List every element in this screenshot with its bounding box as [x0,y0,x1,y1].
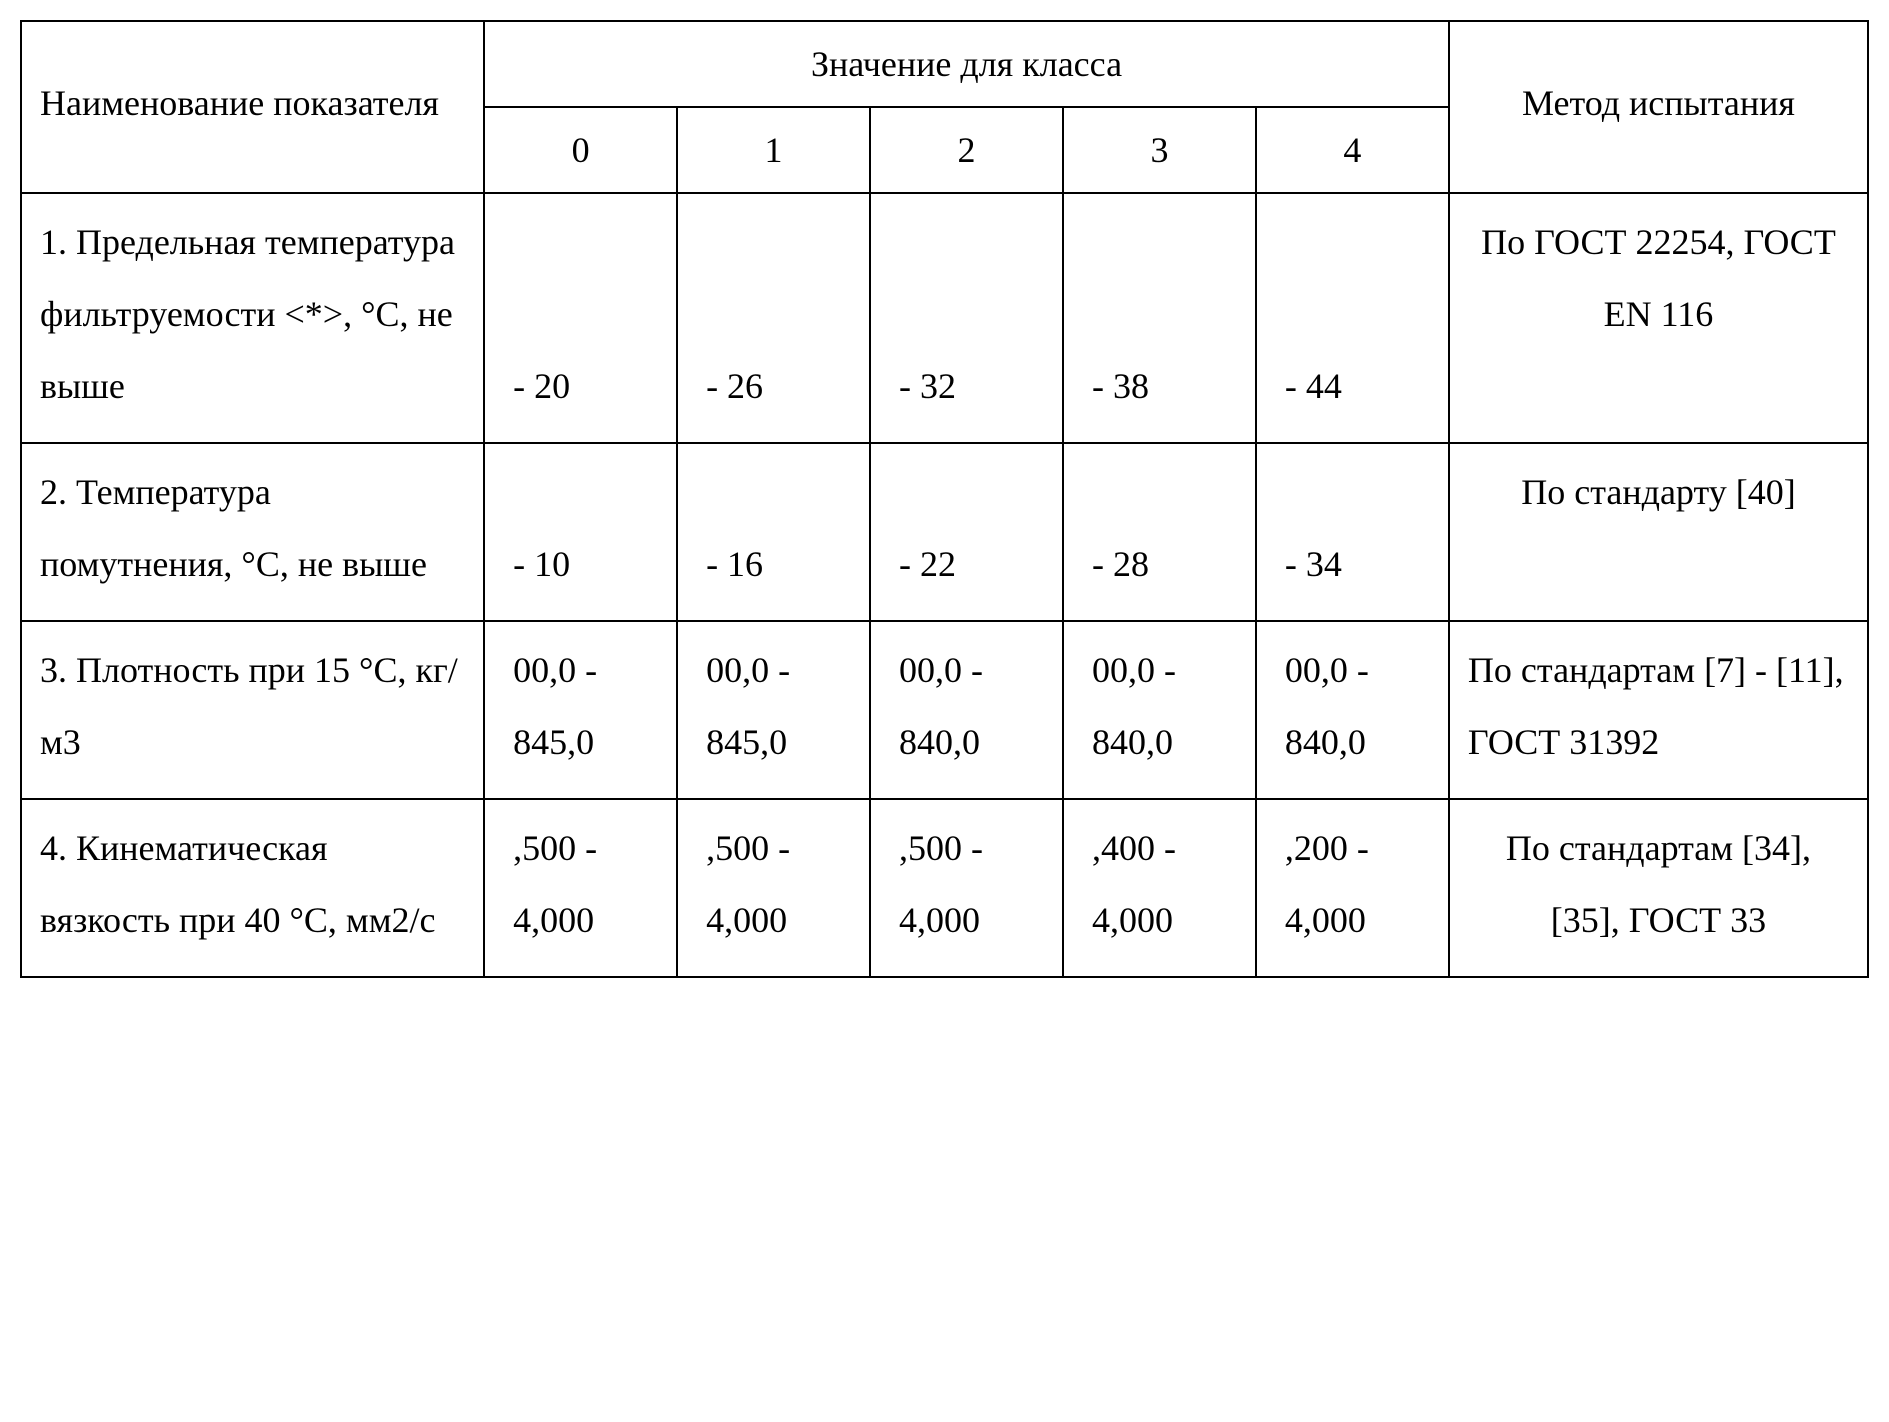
header-class-0: 0 [484,107,677,193]
row-value: 00,0 - 840,0 [1063,621,1256,799]
row-value: ,200 - 4,000 [1256,799,1449,977]
row-method: По стандартам [7] - [11], ГОСТ 31392 [1449,621,1868,799]
header-row-1: Наименование показателя Значение для кла… [21,21,1868,107]
header-method: Метод испытания [1449,21,1868,193]
table-row: 4. Кинематическая вязкость при 40 °C, мм… [21,799,1868,977]
row-name: 2. Температура помутнения, °C, не выше [21,443,484,621]
row-value: 00,0 - 840,0 [1256,621,1449,799]
row-method: По ГОСТ 22254, ГОСТ EN 116 [1449,193,1868,443]
header-class-3: 3 [1063,107,1256,193]
row-value: ,500 - 4,000 [484,799,677,977]
row-value: ,500 - 4,000 [677,799,870,977]
header-class-1: 1 [677,107,870,193]
row-name: 1. Предельная температура фильтруемости … [21,193,484,443]
spec-table: Наименование показателя Значение для кла… [20,20,1869,978]
header-class-2: 2 [870,107,1063,193]
row-value: 00,0 - 840,0 [870,621,1063,799]
row-value: - 28 [1063,443,1256,621]
row-value: - 38 [1063,193,1256,443]
row-value: 00,0 - 845,0 [484,621,677,799]
table-row: 1. Предельная температура фильтруемости … [21,193,1868,443]
row-value: - 10 [484,443,677,621]
table-body: 1. Предельная температура фильтруемости … [21,193,1868,977]
row-value: - 26 [677,193,870,443]
table-container: Наименование показателя Значение для кла… [20,20,1869,978]
header-class-4: 4 [1256,107,1449,193]
row-method: По стандарту [40] [1449,443,1868,621]
header-class-span: Значение для класса [484,21,1449,107]
table-row: 2. Температура помутнения, °C, не выше -… [21,443,1868,621]
row-name: 3. Плотность при 15 °C, кг/м3 [21,621,484,799]
row-value: - 32 [870,193,1063,443]
row-value: - 20 [484,193,677,443]
row-method: По стандартам [34], [35], ГОСТ 33 [1449,799,1868,977]
row-value: 00,0 - 845,0 [677,621,870,799]
row-value: ,500 - 4,000 [870,799,1063,977]
row-name: 4. Кинематическая вязкость при 40 °C, мм… [21,799,484,977]
header-name: Наименование показателя [21,21,484,193]
row-value: - 22 [870,443,1063,621]
table-row: 3. Плотность при 15 °C, кг/м3 00,0 - 845… [21,621,1868,799]
row-value: - 44 [1256,193,1449,443]
row-value: ,400 - 4,000 [1063,799,1256,977]
table-head: Наименование показателя Значение для кла… [21,21,1868,193]
row-value: - 34 [1256,443,1449,621]
row-value: - 16 [677,443,870,621]
